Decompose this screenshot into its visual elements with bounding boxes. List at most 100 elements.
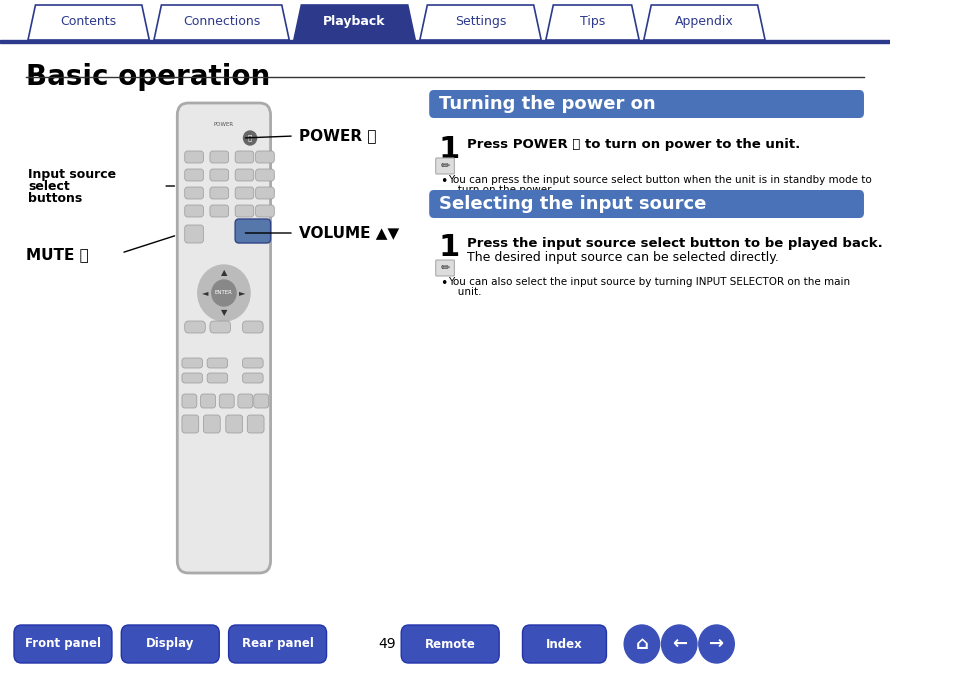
Circle shape — [197, 265, 250, 321]
FancyBboxPatch shape — [182, 415, 198, 433]
FancyBboxPatch shape — [210, 187, 229, 199]
Circle shape — [243, 131, 256, 145]
Text: Turning the power on: Turning the power on — [438, 95, 655, 113]
FancyBboxPatch shape — [234, 205, 253, 217]
Text: You can also switch the power to standby by pressing ⏻ on the main unit.: You can also switch the power to standby… — [447, 194, 829, 204]
FancyBboxPatch shape — [210, 205, 229, 217]
FancyBboxPatch shape — [255, 205, 274, 217]
FancyBboxPatch shape — [429, 90, 863, 118]
Circle shape — [212, 280, 235, 306]
Text: Front panel: Front panel — [25, 637, 101, 651]
Text: Press POWER ⏻ to turn on power to the unit.: Press POWER ⏻ to turn on power to the un… — [466, 138, 799, 151]
Text: Remote: Remote — [424, 637, 476, 651]
FancyBboxPatch shape — [207, 373, 228, 383]
Bar — [0, 40, 889, 43]
Text: ⏻: ⏻ — [248, 135, 252, 141]
Text: ✏: ✏ — [440, 263, 449, 273]
Text: Rear panel: Rear panel — [241, 637, 314, 651]
FancyBboxPatch shape — [242, 358, 263, 368]
FancyBboxPatch shape — [210, 321, 231, 333]
FancyBboxPatch shape — [182, 358, 202, 368]
FancyBboxPatch shape — [247, 415, 264, 433]
FancyBboxPatch shape — [253, 394, 269, 408]
Polygon shape — [643, 5, 764, 40]
FancyBboxPatch shape — [185, 151, 203, 163]
FancyBboxPatch shape — [234, 169, 253, 181]
Polygon shape — [545, 5, 639, 40]
FancyBboxPatch shape — [255, 169, 274, 181]
Text: You can press the input source select button when the unit is in standby mode to: You can press the input source select bu… — [447, 175, 871, 185]
FancyBboxPatch shape — [401, 625, 498, 663]
Text: 1: 1 — [438, 233, 459, 262]
FancyBboxPatch shape — [242, 321, 263, 333]
FancyBboxPatch shape — [436, 260, 454, 276]
Text: POWER ⏻: POWER ⏻ — [298, 129, 375, 143]
FancyBboxPatch shape — [121, 625, 219, 663]
Text: ←: ← — [671, 635, 686, 653]
FancyBboxPatch shape — [185, 187, 203, 199]
Text: Appendix: Appendix — [675, 15, 733, 28]
Text: The desired input source can be selected directly.: The desired input source can be selected… — [466, 251, 778, 264]
Text: Contents: Contents — [60, 15, 116, 28]
Polygon shape — [153, 5, 289, 40]
Text: Connections: Connections — [183, 15, 260, 28]
Text: ▲: ▲ — [220, 269, 227, 277]
Text: Basic operation: Basic operation — [26, 63, 270, 91]
Text: select: select — [28, 180, 70, 193]
Text: POWER: POWER — [213, 122, 233, 127]
Text: ⌂: ⌂ — [635, 635, 648, 653]
FancyBboxPatch shape — [185, 169, 203, 181]
Polygon shape — [419, 5, 540, 40]
FancyBboxPatch shape — [255, 187, 274, 199]
Text: Input source: Input source — [28, 168, 116, 181]
Text: buttons: buttons — [28, 192, 82, 205]
FancyBboxPatch shape — [185, 321, 205, 333]
Text: •: • — [440, 175, 447, 188]
Polygon shape — [294, 5, 415, 40]
FancyBboxPatch shape — [255, 151, 274, 163]
FancyBboxPatch shape — [429, 190, 863, 218]
FancyBboxPatch shape — [210, 151, 229, 163]
FancyBboxPatch shape — [182, 373, 202, 383]
FancyBboxPatch shape — [242, 373, 263, 383]
Text: ENTER: ENTER — [214, 291, 233, 295]
Text: turn on the power.: turn on the power. — [447, 185, 553, 195]
FancyBboxPatch shape — [234, 219, 271, 243]
Text: Display: Display — [146, 637, 194, 651]
Text: Playback: Playback — [323, 15, 385, 28]
FancyBboxPatch shape — [177, 103, 271, 573]
Text: 1: 1 — [438, 135, 459, 164]
FancyBboxPatch shape — [185, 225, 203, 243]
Text: You can also select the input source by turning INPUT SELECTOR on the main: You can also select the input source by … — [447, 277, 849, 287]
Text: →: → — [708, 635, 723, 653]
FancyBboxPatch shape — [226, 415, 242, 433]
FancyBboxPatch shape — [185, 205, 203, 217]
Text: ►: ► — [239, 289, 246, 297]
Text: ◄: ◄ — [202, 289, 209, 297]
FancyBboxPatch shape — [219, 394, 233, 408]
Text: Tips: Tips — [579, 15, 604, 28]
FancyBboxPatch shape — [234, 187, 253, 199]
Text: unit.: unit. — [447, 287, 481, 297]
Text: VOLUME ▲▼: VOLUME ▲▼ — [298, 225, 398, 240]
Text: •: • — [440, 277, 447, 290]
Text: 49: 49 — [378, 637, 395, 651]
FancyBboxPatch shape — [14, 625, 112, 663]
Text: Settings: Settings — [455, 15, 506, 28]
Text: •: • — [440, 194, 447, 207]
Text: ▼: ▼ — [220, 308, 227, 318]
Circle shape — [660, 625, 697, 663]
FancyBboxPatch shape — [182, 394, 196, 408]
FancyBboxPatch shape — [237, 394, 253, 408]
Text: ✏: ✏ — [440, 161, 449, 171]
FancyBboxPatch shape — [207, 358, 228, 368]
Circle shape — [699, 625, 734, 663]
FancyBboxPatch shape — [436, 158, 454, 174]
FancyBboxPatch shape — [229, 625, 326, 663]
Text: Press the input source select button to be played back.: Press the input source select button to … — [466, 237, 882, 250]
Text: MUTE 🔇: MUTE 🔇 — [26, 248, 89, 262]
Text: Selecting the input source: Selecting the input source — [438, 195, 705, 213]
FancyBboxPatch shape — [200, 394, 215, 408]
FancyBboxPatch shape — [203, 415, 220, 433]
FancyBboxPatch shape — [234, 151, 253, 163]
